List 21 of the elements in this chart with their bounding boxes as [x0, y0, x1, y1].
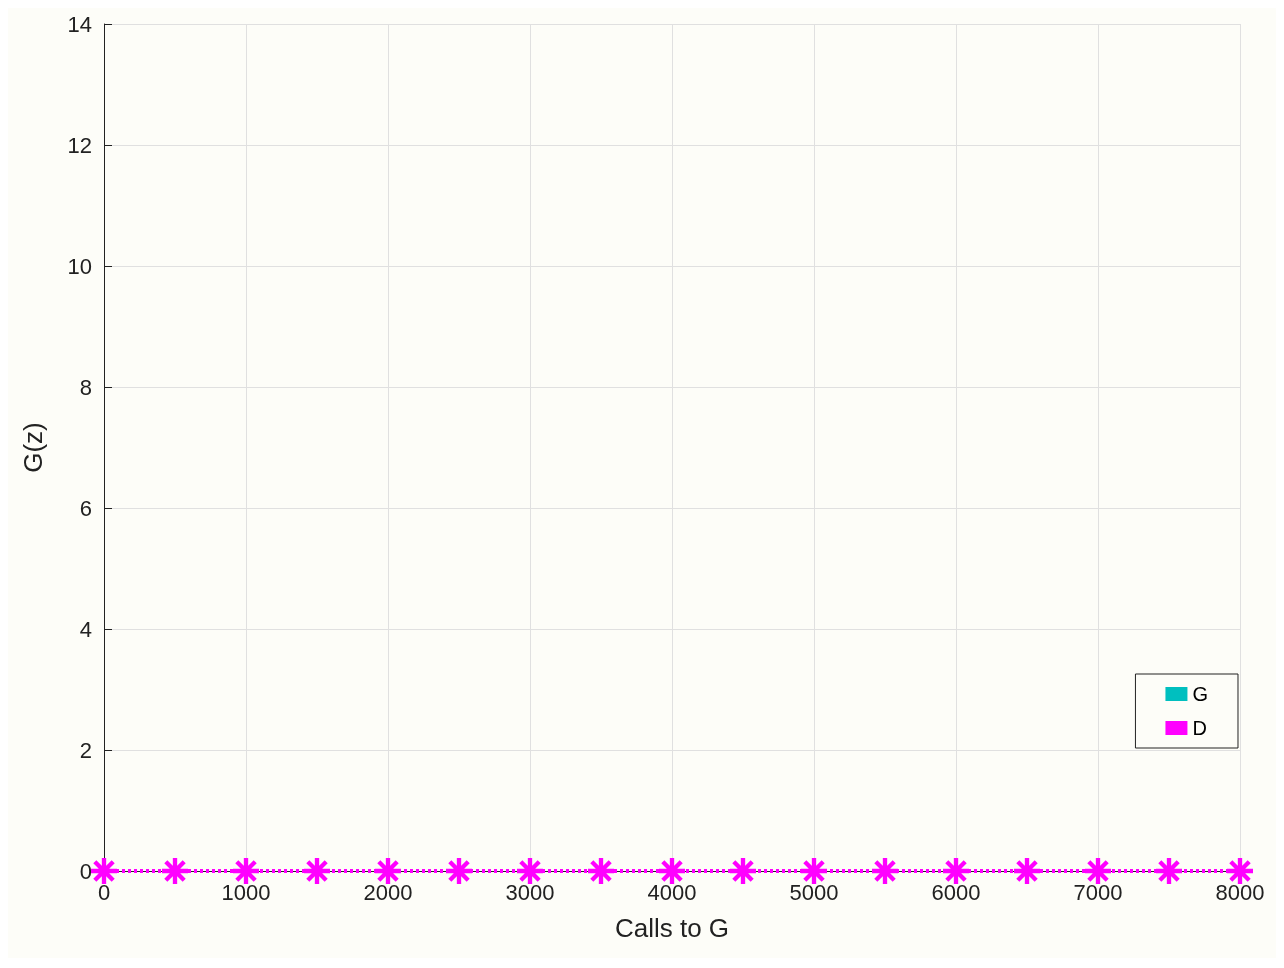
y-axis-title: G(z): [18, 422, 48, 473]
x-tick-label: 3000: [505, 879, 555, 905]
x-tick-label: 2000: [363, 879, 413, 905]
y-tick-label: 14: [67, 11, 92, 37]
y-tick-label: 10: [67, 253, 92, 279]
y-tick-label: 4: [79, 616, 92, 642]
x-tick-label: 5000: [789, 879, 839, 905]
x-tick-label: 8000: [1215, 879, 1265, 905]
x-tick-label: 4000: [647, 879, 697, 905]
y-tick-label: 12: [67, 132, 92, 158]
y-tick-label: 8: [79, 374, 92, 400]
legend-label: D: [1192, 717, 1207, 739]
x-tick-label: 7000: [1073, 879, 1123, 905]
x-axis-title: Calls to G: [614, 913, 730, 943]
x-tick-label: 1000: [221, 879, 271, 905]
y-tick-label: 0: [79, 858, 92, 884]
x-tick-label: 0: [97, 879, 111, 905]
y-tick-label: 6: [79, 495, 92, 521]
y-tick-label: 2: [79, 737, 92, 763]
x-tick-label: 6000: [931, 879, 981, 905]
legend-label: G: [1192, 683, 1209, 705]
